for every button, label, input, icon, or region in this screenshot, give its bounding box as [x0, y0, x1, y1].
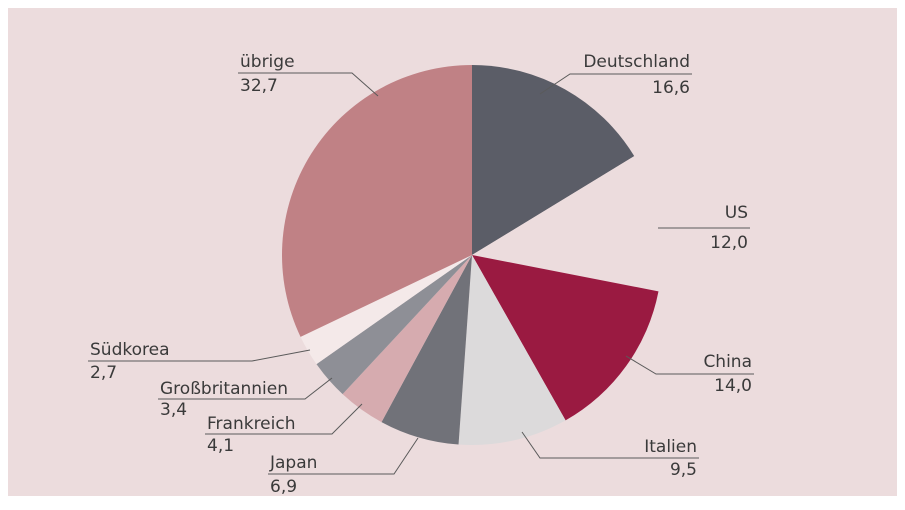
slice-label: Frankreich [207, 414, 296, 434]
leader-line [158, 377, 333, 400]
value-label: 12,0 [710, 233, 748, 253]
value-label: 3,4 [160, 400, 187, 420]
slice-label: China [703, 352, 752, 372]
pie-slice [472, 65, 635, 255]
slice-label: Japan [269, 453, 317, 473]
pie-slice [472, 255, 659, 421]
value-label: 6,9 [270, 477, 297, 497]
leader-line [539, 73, 692, 95]
leader-line [205, 403, 363, 435]
value-label: 14,0 [714, 376, 752, 396]
pie-slice [472, 156, 662, 292]
value-label: 32,7 [240, 76, 278, 96]
slice-label: US [725, 203, 748, 223]
pie-slice [458, 255, 566, 445]
value-label: 9,5 [670, 460, 697, 480]
pie-slice [381, 255, 472, 445]
leader-line [88, 349, 311, 362]
slice-label: Italien [644, 437, 697, 457]
leader-line [625, 355, 754, 375]
pie-slice [316, 255, 472, 395]
leader-line [238, 72, 379, 97]
slice-label: Großbritannien [160, 379, 288, 399]
pie-slice [342, 255, 472, 423]
pie-slice [281, 65, 472, 337]
value-label: 4,1 [207, 436, 234, 456]
slice-label: Deutschland [583, 52, 690, 72]
slice-label: übrige [240, 52, 295, 72]
pie-slice [300, 255, 472, 365]
leader-line [521, 431, 699, 459]
slice-label: Südkorea [90, 340, 170, 360]
value-label: 16,6 [652, 78, 690, 98]
leader-line [268, 437, 419, 475]
value-label: 2,7 [90, 363, 117, 383]
